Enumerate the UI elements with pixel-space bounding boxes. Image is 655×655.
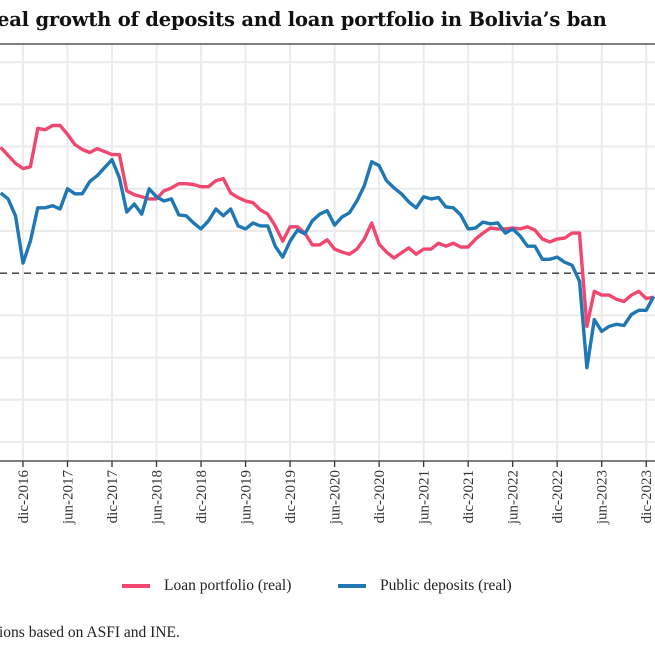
x-tick-label: dic-2016 [16, 470, 32, 524]
legend-label-public-deposits: Public deposits (real) [380, 577, 512, 594]
x-tick-label: jun-2019 [239, 470, 255, 525]
legend-item-public-deposits: Public deposits (real) [338, 577, 512, 595]
legend-label-loan-portfolio: Loan portfolio (real) [164, 577, 292, 594]
x-tick-label: jun-2023 [595, 470, 611, 525]
x-tick-label: jun-2020 [328, 470, 344, 525]
x-tick-label: dic-2021 [461, 470, 477, 523]
legend-swatch-public-deposits [338, 584, 366, 588]
legend: Loan portfolio (real) Public deposits (r… [0, 577, 655, 601]
line-chart: dic-2016 jun-2017 dic-2017 jun-2018 dic-2018… [0, 43, 655, 526]
x-tick-label: jun-2017 [60, 470, 76, 526]
source-caption: ions based on ASFI and INE. [0, 624, 180, 641]
x-tick-label: jun-2022 [506, 470, 522, 525]
legend-swatch-loan-portfolio [122, 584, 150, 588]
x-tick-label: dic-2022 [550, 470, 566, 523]
x-tick-label: jun-2018 [150, 470, 166, 525]
x-tick-label: dic-2017 [105, 470, 121, 524]
x-tick-label: dic-2018 [194, 470, 210, 523]
x-tick-label: dic-2019 [283, 470, 299, 523]
x-tick-label: dic-2023 [639, 470, 655, 523]
x-tick-label: jun-2021 [417, 470, 433, 525]
series-line-public-deposits [0, 157, 655, 370]
x-tick-label: dic-2020 [372, 470, 388, 523]
series-line-loan-portfolio [0, 123, 654, 329]
legend-item-loan-portfolio: Loan portfolio (real) [122, 577, 291, 595]
chart-title: eal growth of deposits and loan portfoli… [0, 8, 607, 31]
